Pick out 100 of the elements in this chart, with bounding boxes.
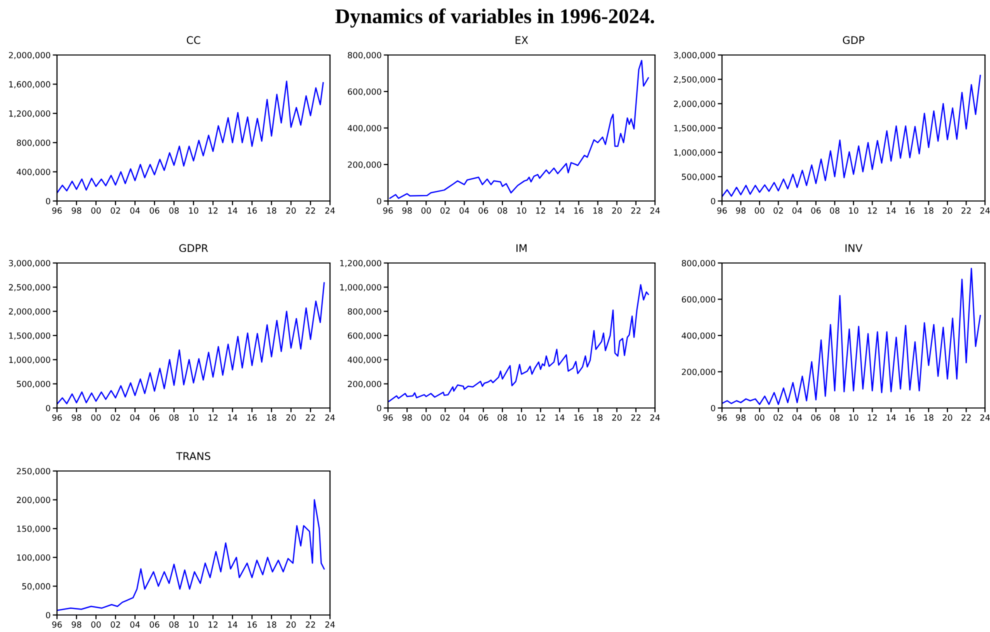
x-tick-label: 04	[792, 414, 802, 421]
y-tick-label: 400,000	[348, 124, 382, 132]
x-tick-label: 10	[849, 414, 858, 421]
x-tick-label: 18	[267, 207, 276, 214]
chart-title: GDP	[842, 36, 864, 44]
y-tick-label: 0	[710, 404, 716, 412]
x-tick-label: 06	[150, 414, 160, 421]
y-tick-label: 0	[376, 198, 382, 204]
x-tick-label: 20	[286, 621, 296, 628]
line-series	[57, 499, 325, 612]
x-tick-label: 98	[736, 207, 746, 214]
y-tick-label: 200,000	[348, 380, 382, 388]
x-tick-label: 98	[72, 621, 82, 628]
x-tick-label: 24	[650, 207, 660, 214]
x-tick-label: 16	[248, 207, 257, 214]
y-tick-label: 250,000	[16, 468, 50, 476]
x-tick-label: 96	[717, 414, 727, 421]
x-tick-label: 10	[517, 414, 526, 421]
line-series	[389, 60, 649, 199]
x-tick-label: 08	[498, 207, 508, 214]
x-tick-label: 14	[886, 414, 896, 421]
x-tick-label: 22	[962, 414, 971, 421]
x-tick-label: 96	[383, 207, 393, 214]
line-series	[722, 74, 981, 198]
x-tick-label: 98	[72, 414, 82, 421]
x-tick-label: 16	[905, 207, 915, 214]
x-tick-label: 00	[421, 207, 431, 214]
x-tick-label: 24	[980, 207, 990, 214]
x-tick-label: 10	[189, 414, 198, 421]
x-tick-label: 02	[774, 414, 783, 421]
x-tick-label: 00	[421, 414, 431, 421]
y-tick-label: 600,000	[682, 296, 716, 304]
y-tick-label: 400,000	[16, 168, 50, 176]
line-series	[57, 282, 325, 405]
x-tick-label: 18	[267, 414, 276, 421]
x-tick-label: 14	[228, 208, 238, 214]
chart-title: CC	[186, 36, 200, 44]
x-tick-label: 02	[110, 621, 120, 628]
x-tick-label: 10	[189, 621, 198, 628]
x-tick-label: 24	[325, 621, 335, 628]
x-tick-label: 00	[91, 621, 101, 628]
x-tick-label: 24	[325, 414, 335, 421]
x-tick-label: 04	[130, 207, 140, 214]
y-tick-label: 1,000,000	[9, 356, 50, 364]
x-tick-label: 14	[555, 208, 564, 214]
y-tick-label: 0	[46, 198, 50, 204]
x-tick-label: 16	[248, 414, 257, 421]
chart-title: IM	[516, 244, 527, 252]
x-tick-label: 18	[924, 414, 934, 421]
chart-title: EX	[516, 36, 528, 44]
y-tick-label: 1,500,000	[9, 332, 50, 340]
y-tick-label: 3,000,000	[674, 52, 716, 60]
y-tick-label: 1,600,000	[9, 81, 50, 88]
y-tick-label: 800,000	[348, 308, 382, 316]
x-tick-label: 20	[612, 207, 622, 214]
y-tick-label: 0	[46, 612, 50, 618]
y-tick-label: 600,000	[348, 332, 382, 340]
x-tick-label: 02	[440, 207, 450, 214]
x-tick-label: 20	[942, 207, 952, 214]
y-tick-label: 600,000	[348, 88, 382, 96]
y-tick-label: 0	[376, 404, 382, 412]
x-tick-label: 18	[924, 207, 934, 214]
line-series	[57, 80, 324, 194]
y-tick-label: 400,000	[348, 356, 382, 364]
chart-title: TRANS	[176, 452, 210, 460]
y-tick-label: 0	[710, 198, 716, 204]
x-tick-label: 10	[849, 207, 858, 214]
x-tick-label: 10	[189, 207, 198, 214]
x-tick-label: 02	[110, 414, 120, 421]
y-tick-label: 1,200,000	[9, 110, 50, 118]
y-tick-label: 2,500,000	[674, 76, 716, 84]
y-tick-label: 0	[46, 404, 50, 412]
x-tick-label: 04	[792, 207, 802, 214]
x-tick-label: 06	[811, 414, 821, 421]
y-tick-label: 400,000	[682, 332, 716, 340]
x-tick-label: 18	[593, 207, 603, 214]
y-tick-label: 2,000,000	[8, 308, 50, 316]
x-tick-label: 96	[52, 414, 62, 421]
x-tick-label: 96	[383, 414, 393, 421]
y-tick-label: 800,000	[16, 140, 50, 147]
x-tick-label: 96	[52, 621, 62, 628]
x-tick-label: 12	[536, 207, 546, 214]
y-tick-label: 200,000	[348, 161, 382, 169]
x-tick-label: 12	[208, 207, 218, 214]
y-tick-label: 1,500,000	[674, 124, 716, 132]
x-tick-label: 98	[72, 207, 82, 214]
x-tick-label: 12	[536, 414, 546, 421]
x-tick-label: 08	[830, 207, 840, 214]
y-tick-label: 200,000	[16, 496, 50, 504]
x-tick-label: 14	[886, 208, 896, 214]
x-tick-label: 16	[905, 414, 915, 421]
line-series	[388, 284, 649, 402]
line-series	[722, 268, 981, 405]
y-tick-label: 200,000	[682, 368, 716, 376]
y-tick-label: 150,000	[17, 526, 50, 533]
y-tick-label: 2,500,000	[8, 284, 50, 292]
x-tick-label: 20	[612, 414, 622, 421]
x-tick-label: 06	[811, 207, 821, 214]
chart-title: GDPR	[179, 244, 208, 252]
x-tick-label: 00	[754, 207, 764, 214]
